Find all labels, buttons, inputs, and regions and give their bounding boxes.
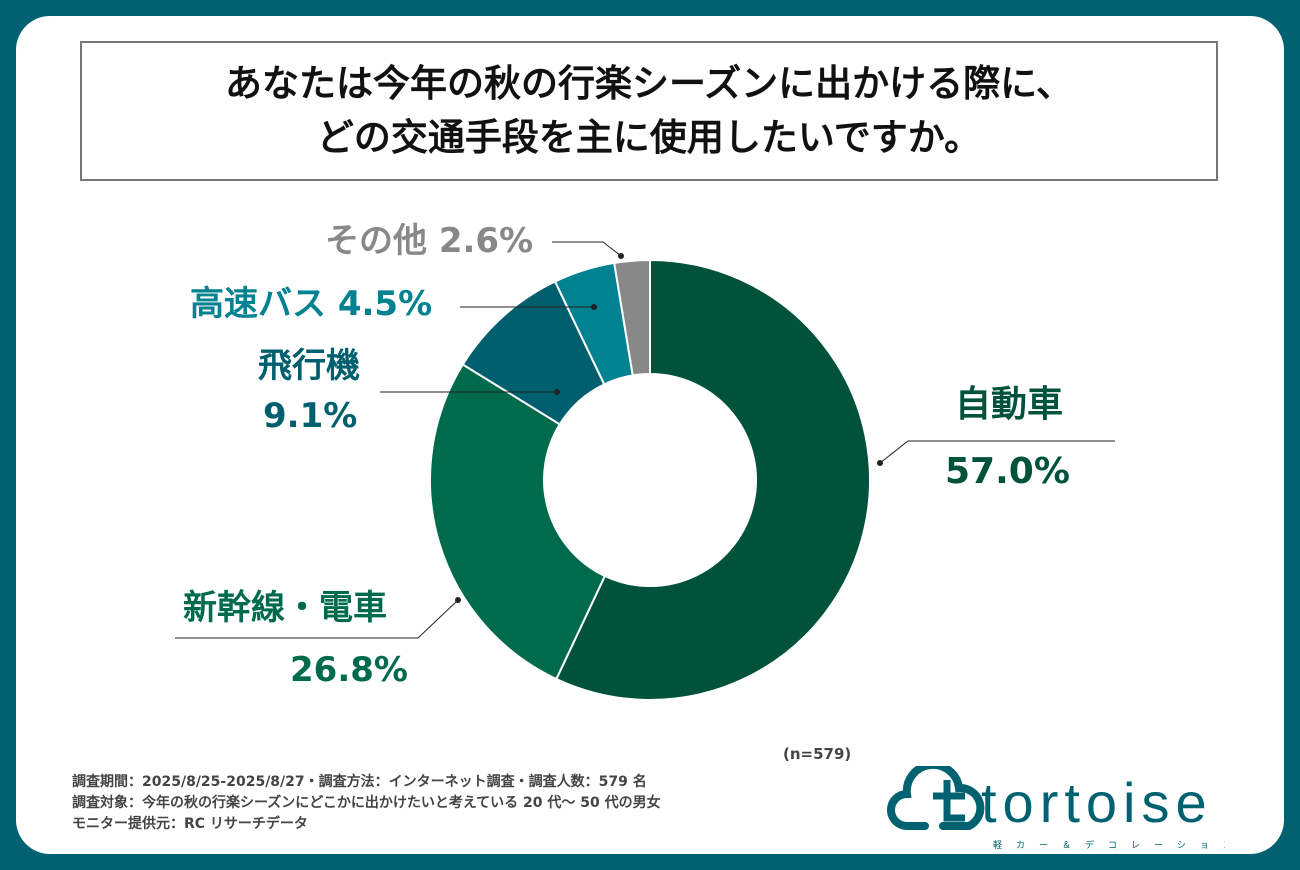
label-bus: 高速バス 4.5% bbox=[190, 284, 432, 324]
tortoise-logo: tortoise 軽カー＆デコレーション bbox=[885, 760, 1232, 856]
title-line-1: あなたは今年の秋の行楽シーズンに出かける際に、 bbox=[224, 62, 1074, 105]
leader-dot bbox=[455, 597, 461, 603]
footer-line: モニター提供元：RC リサーチデータ bbox=[72, 816, 308, 832]
chart-title: あなたは今年の秋の行楽シーズンに出かける際に、 どの交通手段を主に使用したいです… bbox=[80, 41, 1218, 181]
value-car: 57.0% bbox=[945, 451, 1070, 492]
value-plane: 9.1% bbox=[263, 396, 358, 436]
label-plane: 飛行機 bbox=[258, 346, 360, 386]
footer-line: 調査対象：今年の秋の行楽シーズンにどこかに出かけたいと考えている 20 代～ 5… bbox=[72, 795, 661, 811]
label-car: 自動車 bbox=[955, 384, 1064, 425]
label-other: その他 2.6% bbox=[325, 221, 533, 261]
leader-train bbox=[175, 599, 459, 639]
slice-0 bbox=[554, 258, 871, 701]
slice-1 bbox=[429, 363, 607, 681]
label-other-text: その他 bbox=[325, 221, 427, 261]
footer-line: 調査期間：2025/8/25-2025/8/27・調査方法：インターネット調査・… bbox=[72, 774, 647, 790]
leader-dot bbox=[877, 460, 883, 466]
value-bus: 4.5% bbox=[337, 284, 433, 324]
card bbox=[16, 16, 1284, 854]
logo-text: tortoise bbox=[981, 771, 1213, 834]
slice-4 bbox=[613, 258, 651, 377]
value-train: 26.8% bbox=[290, 650, 408, 690]
leader-dot bbox=[554, 389, 560, 395]
logo-graphic: tortoise 軽カー＆デコレーション bbox=[887, 760, 1232, 851]
title-line-2: どの交通手段を主に使用したいですか。 bbox=[316, 116, 982, 159]
leader-other bbox=[552, 241, 622, 257]
logo-subtext: 軽カー＆デコレーション bbox=[993, 839, 1225, 851]
leader-car bbox=[879, 440, 1115, 464]
value-other: 2.6% bbox=[438, 221, 534, 261]
leader-dot bbox=[591, 304, 597, 310]
footer-notes: 調査期間：2025/8/25-2025/8/27・調査方法：インターネット調査・… bbox=[72, 772, 661, 835]
sample-size: (n=579) bbox=[783, 745, 852, 763]
label-train: 新幹線・電車 bbox=[183, 588, 387, 628]
label-bus-text: 高速バス bbox=[190, 284, 326, 324]
leader-dot bbox=[618, 253, 624, 259]
